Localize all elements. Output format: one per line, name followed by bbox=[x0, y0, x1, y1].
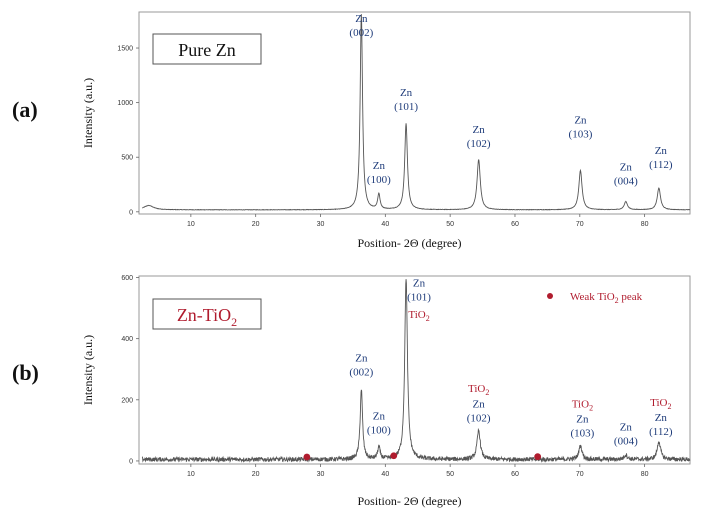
panel-b-plot-area: 0 200 400 600 10 20 30 40 50 60 70 80 Position- 2Θ (… bbox=[81, 275, 691, 508]
peak-annotation: Zn (103) bbox=[570, 414, 594, 440]
x-tick-label: 60 bbox=[511, 221, 519, 228]
x-tick-label: 30 bbox=[317, 221, 325, 228]
peak-annotation: TiO2 bbox=[408, 309, 429, 323]
peak-label-text: (103) bbox=[569, 128, 593, 140]
peak-label-text: Zn bbox=[576, 414, 589, 426]
y-tick-label: 1500 bbox=[117, 46, 133, 53]
peak-label-text: TiO2 bbox=[468, 383, 489, 397]
y-tick-label: 600 bbox=[121, 275, 133, 282]
peak-annotation: TiO2 bbox=[468, 383, 489, 397]
legend-label: Pure Zn bbox=[178, 40, 236, 60]
y-tick-label: 500 bbox=[121, 155, 133, 162]
legend-box bbox=[152, 298, 262, 330]
peak-label-text: Zn bbox=[373, 160, 386, 172]
x-tick-label: 50 bbox=[446, 471, 454, 478]
peak-annotation: Zn (101) bbox=[394, 87, 418, 113]
panel-a-label: (a) bbox=[12, 97, 38, 122]
peak-label-text: (004) bbox=[614, 435, 638, 447]
peak-label-text: (101) bbox=[394, 101, 418, 113]
panel-a-plot-area: 0 500 1000 1500 10 20 30 40 50 60 70 80 Position- 2Θ… bbox=[81, 11, 691, 250]
peak-label-text: (002) bbox=[349, 27, 373, 39]
x-tick-label: 70 bbox=[576, 471, 584, 478]
x-tick-label: 40 bbox=[381, 471, 389, 478]
y-axis-title: Intensity (a.u.) bbox=[81, 335, 95, 405]
peak-annotation: TiO2 bbox=[572, 398, 593, 412]
y-tick-label: 0 bbox=[129, 209, 133, 216]
peak-label-text: (103) bbox=[570, 428, 594, 440]
peak-annotation: Zn (101) bbox=[407, 278, 431, 304]
peak-annotation: Zn (102) bbox=[467, 124, 491, 150]
peak-label-text: Zn bbox=[400, 87, 413, 99]
diffraction-pattern-line bbox=[141, 279, 691, 464]
x-axis-title: Position- 2Θ (degree) bbox=[358, 494, 462, 508]
peak-label-text: (102) bbox=[467, 138, 491, 150]
peak-label-text: Zn bbox=[373, 411, 386, 423]
peak-label-text: Zn bbox=[655, 145, 668, 157]
x-axis-title: Position- 2Θ (degree) bbox=[358, 236, 462, 250]
x-tick-label: 60 bbox=[511, 471, 519, 478]
weak-tio2-peak-marker bbox=[534, 453, 542, 461]
y-tick-label: 0 bbox=[129, 458, 133, 465]
peak-label-text: Zn bbox=[413, 278, 426, 290]
weak-tio2-peak-marker bbox=[390, 452, 398, 460]
peak-label-text: Zn bbox=[473, 398, 486, 410]
plot-frame bbox=[138, 11, 691, 215]
x-tick-label: 50 bbox=[446, 221, 454, 228]
panel-b-zn-tio2: (b) 0 200 400 600 10 20 30 40 50 60 70 80 Position- … bbox=[12, 275, 691, 508]
peak-label-text: (102) bbox=[467, 412, 491, 424]
peak-label-text: Zn bbox=[473, 124, 486, 136]
peak-label-text: (100) bbox=[367, 174, 391, 186]
peak-label-text: TiO2 bbox=[572, 398, 593, 412]
y-tick-label: 1000 bbox=[117, 100, 133, 107]
peak-label-text: (004) bbox=[614, 175, 638, 187]
peak-label-text: Zn bbox=[620, 161, 633, 173]
panel-b-label: (b) bbox=[12, 360, 39, 385]
peak-label-text: Zn bbox=[574, 114, 587, 126]
weak-tio2-peak-marker bbox=[303, 453, 311, 461]
x-tick-label: 80 bbox=[641, 471, 649, 478]
peak-label-text: Zn bbox=[655, 412, 668, 424]
peak-annotation: Zn (103) bbox=[569, 114, 593, 140]
x-tick-label: 20 bbox=[252, 471, 260, 478]
y-tick-label: 400 bbox=[121, 336, 133, 343]
peak-label-text: (100) bbox=[367, 425, 391, 437]
peak-label-text: (101) bbox=[407, 292, 431, 304]
peak-annotation: Zn (004) bbox=[614, 421, 638, 447]
x-tick-label: 40 bbox=[381, 221, 389, 228]
peak-label-text: (112) bbox=[649, 426, 673, 438]
peak-label-text: (002) bbox=[349, 367, 373, 379]
peak-annotation: Zn (102) bbox=[467, 398, 491, 424]
peak-label-text: (112) bbox=[649, 159, 673, 171]
x-tick-label: 10 bbox=[187, 471, 195, 478]
marker-legend-dot bbox=[547, 293, 553, 299]
peak-label-text: TiO2 bbox=[408, 309, 429, 323]
peak-annotation: Zn (002) bbox=[349, 353, 373, 379]
peak-annotation: Zn (002) bbox=[349, 13, 373, 39]
y-axis-title: Intensity (a.u.) bbox=[81, 78, 95, 148]
legend-box bbox=[152, 33, 262, 65]
peak-annotation: TiO2 bbox=[650, 397, 671, 411]
peak-annotation: Zn (100) bbox=[367, 160, 391, 186]
plot-frame bbox=[138, 275, 691, 465]
peak-label-text: Zn bbox=[355, 353, 368, 365]
diffraction-pattern-line bbox=[142, 14, 691, 211]
peak-label-text: Zn bbox=[620, 421, 633, 433]
marker-legend-label: Weak TiO2 peak bbox=[570, 291, 643, 305]
x-tick-label: 20 bbox=[252, 221, 260, 228]
y-tick-label: 200 bbox=[121, 397, 133, 404]
peak-annotation: Zn (112) bbox=[649, 412, 673, 438]
panel-a-pure-zn: (a) 0 500 1000 1500 10 20 30 40 50 60 70 80 Position… bbox=[12, 11, 691, 250]
x-tick-label: 10 bbox=[187, 221, 195, 228]
peak-label-text: TiO2 bbox=[650, 397, 671, 411]
peak-annotation: Zn (004) bbox=[614, 161, 638, 187]
x-tick-label: 80 bbox=[641, 221, 649, 228]
peak-annotation: Zn (100) bbox=[367, 411, 391, 437]
x-tick-label: 30 bbox=[317, 471, 325, 478]
x-tick-label: 70 bbox=[576, 221, 584, 228]
peak-annotation: Zn (112) bbox=[649, 145, 673, 171]
peak-label-text: Zn bbox=[355, 13, 368, 25]
